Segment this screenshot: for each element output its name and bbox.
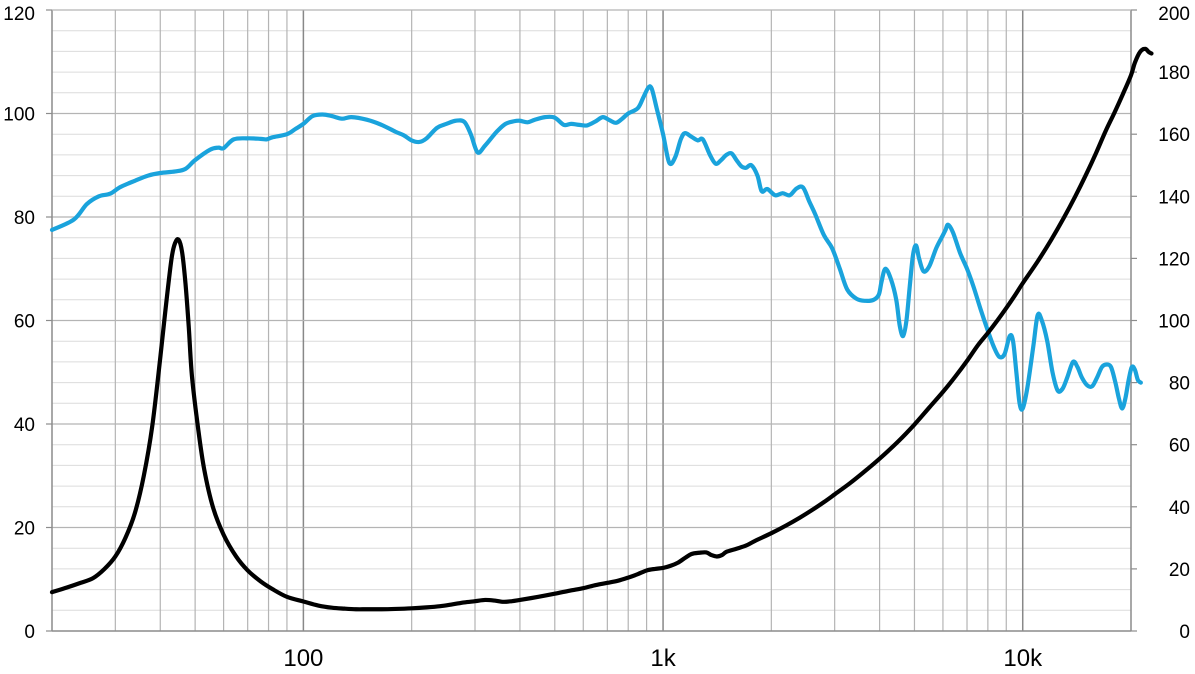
y-axis-left-labels: 0 20 40 60 80 100 120 [3, 4, 35, 643]
y-right-tick-label: 120 [1158, 249, 1190, 270]
y-left-tick-label: 120 [3, 4, 35, 25]
y-left-tick-label: 20 [14, 519, 35, 540]
y-right-tick-label: 60 [1169, 436, 1190, 457]
y-right-tick-label: 200 [1158, 4, 1190, 25]
x-tick-label: 100 [283, 645, 323, 672]
y-right-tick-label: 0 [1179, 622, 1190, 643]
y-right-tick-label: 160 [1158, 125, 1190, 146]
x-tick-label: 10k [1003, 645, 1043, 672]
x-tick-label: 1k [650, 645, 676, 672]
y-left-tick-label: 40 [14, 415, 35, 436]
grid [52, 10, 1131, 631]
series-group [49, 46, 1154, 612]
series-line-black [49, 46, 1154, 612]
y-left-tick-label: 80 [14, 208, 35, 229]
y-left-tick-label: 60 [14, 312, 35, 333]
y-axis-right-labels: 0 20 40 60 80 100 120 140 160 180 200 [1158, 4, 1190, 643]
x-axis-labels: 100 1k 10k [283, 645, 1043, 672]
y-left-tick-label: 0 [24, 622, 35, 643]
y-right-tick-label: 140 [1158, 187, 1190, 208]
y-right-tick-label: 180 [1158, 63, 1190, 84]
axes [46, 9, 1137, 632]
y-right-tick-label: 80 [1169, 374, 1190, 395]
y-right-tick-label: 100 [1158, 312, 1190, 333]
y-right-tick-label: 40 [1169, 498, 1190, 519]
series-line-blue [49, 84, 1143, 412]
y-right-tick-label: 20 [1169, 560, 1190, 581]
y-left-tick-label: 100 [3, 105, 35, 126]
